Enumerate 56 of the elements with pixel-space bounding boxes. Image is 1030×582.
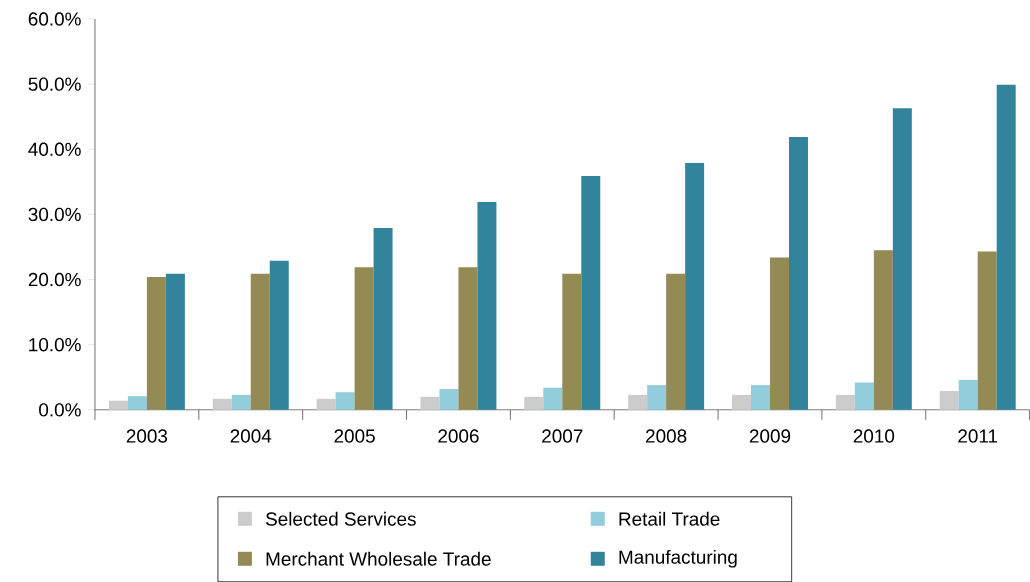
bar [477,201,497,410]
x-tick-label: 2007 [542,429,583,443]
x-tick-label: 2004 [230,429,272,443]
bar [231,394,251,410]
bar [108,400,128,410]
bar [666,273,686,410]
bar [127,396,147,410]
bar [581,175,601,410]
bar [562,273,582,410]
bar [335,392,355,410]
bar [769,257,789,410]
bar [420,396,440,410]
bar [373,228,393,410]
bar [892,108,912,410]
legend-label: Selected Services [265,511,416,526]
bar [854,382,874,410]
bar [146,276,166,410]
bar [439,388,459,410]
bar [212,398,232,410]
y-tick-label: 10.0% [29,337,81,352]
bar [269,260,289,410]
x-tick-label: 2011 [958,429,998,443]
x-tick-label: 2005 [334,429,375,443]
y-tick-label: 40.0% [28,142,81,156]
bar [316,398,336,410]
bar [873,250,893,410]
bar [458,267,478,410]
bar [939,390,959,410]
y-tick-label: 50.0% [28,77,81,91]
y-tick-label: 60.0% [28,12,81,26]
y-tick-label: 30.0% [28,207,81,222]
x-tick-label: 2009 [749,429,791,443]
bar [835,394,855,410]
bar [628,394,648,410]
y-tick-label: 20.0% [28,272,81,287]
bar [685,162,705,410]
bar [165,273,185,410]
bar [354,267,374,410]
bar [732,394,751,410]
bar [250,273,270,410]
legend-label: Merchant Wholesale Trade [266,551,491,566]
bar [996,84,1016,410]
x-tick-label: 2006 [438,429,479,443]
y-tick-label: 0.0% [39,403,81,417]
x-tick-label: 2010 [853,429,895,443]
x-tick-label: 2008 [646,429,687,443]
x-tick-label: 2003 [126,429,168,443]
bar [647,385,667,410]
bar [751,385,770,410]
bar [958,379,978,410]
bar [977,251,997,410]
legend-label: Retail Trade [619,511,720,526]
bar [788,136,808,410]
bar [524,396,544,410]
legend-label: Manufacturing [619,549,737,568]
bar [543,387,563,410]
